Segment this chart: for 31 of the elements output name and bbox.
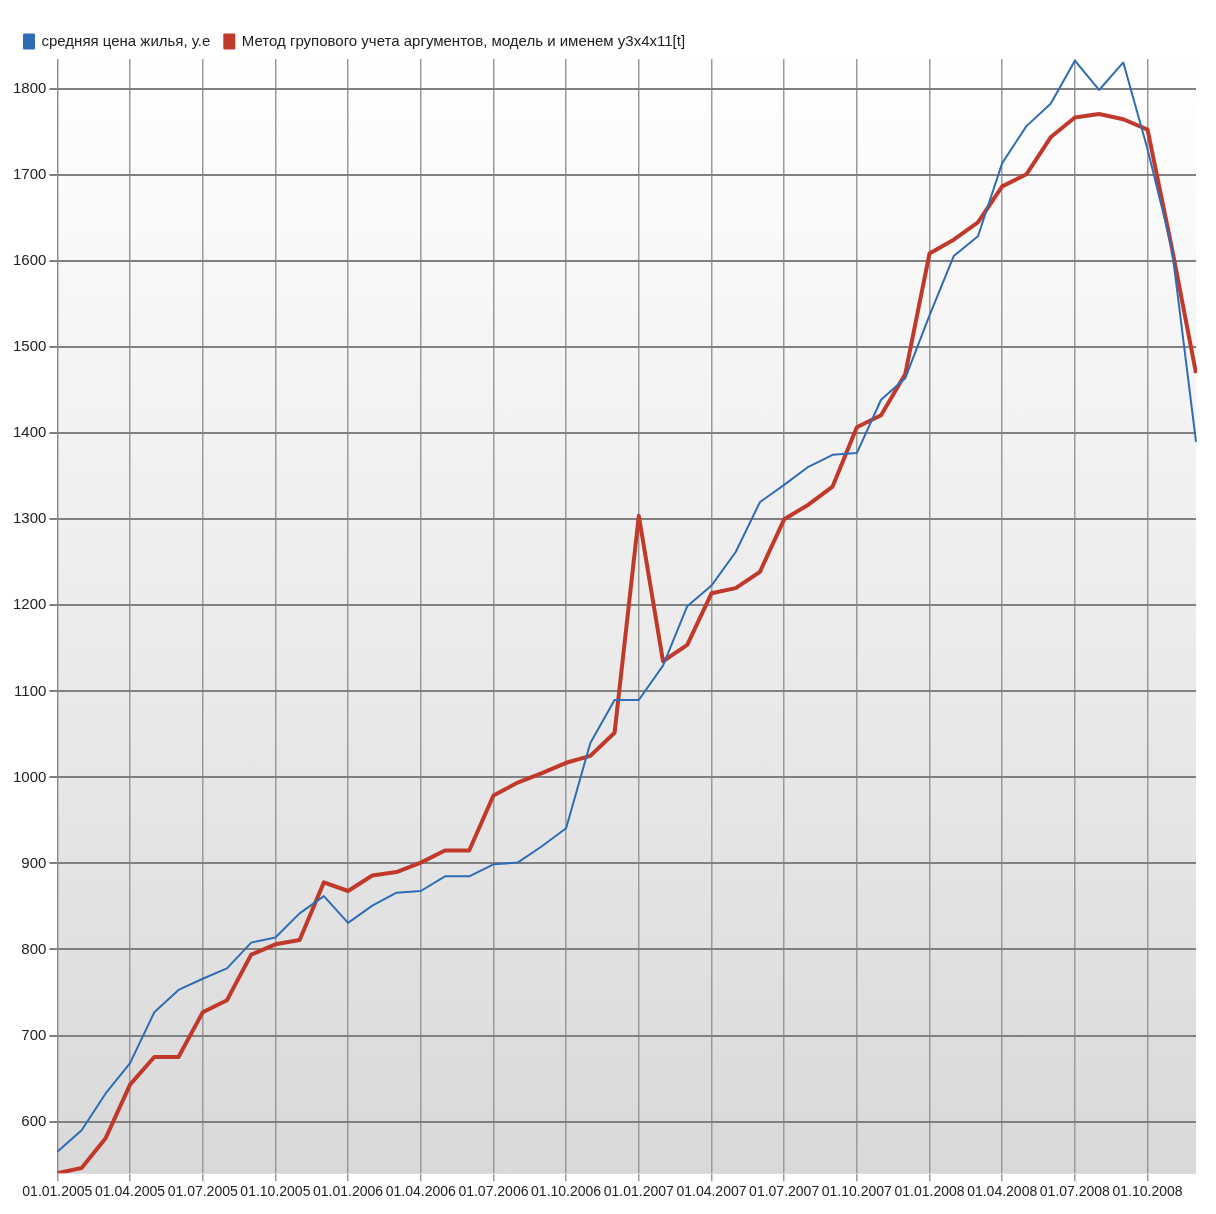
x-tick-label: 01.04.2006 (385, 1183, 457, 1200)
x-tick-label: 01.01.2008 (894, 1183, 965, 1200)
y-tick-label: 700 (21, 1025, 47, 1043)
x-tick-label: 01.07.2006 (458, 1183, 529, 1200)
y-tick-label: 1100 (14, 681, 47, 699)
legend-label: Метод групового учета аргументов, модель и именем y3x4x11[t] (241, 31, 686, 49)
x-tick-label: 01.04.2008 (967, 1183, 1038, 1200)
y-tick-label: 1200 (12, 595, 47, 613)
y-tick-label: 1300 (12, 509, 47, 527)
y-tick-label: 800 (21, 939, 47, 957)
x-tick-label: 01.10.2007 (821, 1183, 893, 1200)
x-tick-label: 01.01.2006 (313, 1183, 384, 1200)
y-tick-label: 1400 (12, 423, 47, 441)
y-tick-label: 900 (21, 853, 47, 871)
y-tick-label: 1500 (12, 337, 47, 355)
x-tick-label: 01.07.2005 (167, 1183, 238, 1200)
legend-label: средняя цена жилья, у.е (41, 31, 211, 49)
y-tick-label: 1000 (12, 767, 47, 785)
y-tick-label: 1800 (12, 79, 47, 97)
x-tick-label: 01.10.2006 (531, 1183, 602, 1200)
x-tick-label: 01.04.2007 (676, 1183, 747, 1200)
x-tick-label: 01.07.2008 (1039, 1183, 1111, 1200)
x-tick-label: 01.10.2005 (240, 1183, 311, 1200)
y-tick-label: 1700 (12, 165, 47, 183)
x-tick-label: 01.10.2008 (1112, 1183, 1183, 1200)
x-tick-label: 01.07.2007 (749, 1183, 820, 1200)
x-tick-label: 01.01.2007 (603, 1183, 675, 1200)
x-tick-label: 01.04.2005 (95, 1183, 166, 1200)
y-tick-label: 600 (21, 1111, 47, 1129)
x-tick-label: 01.01.2005 (22, 1183, 93, 1200)
y-tick-label: 1600 (12, 251, 47, 269)
